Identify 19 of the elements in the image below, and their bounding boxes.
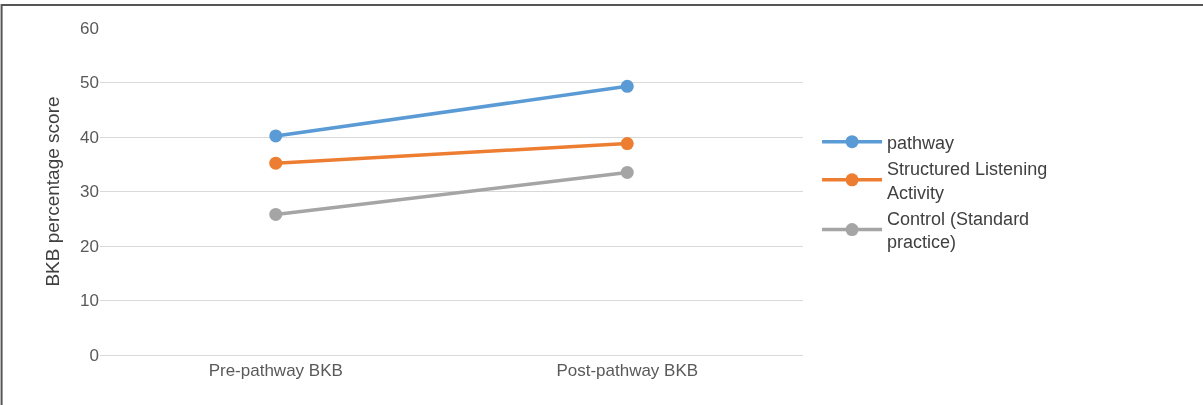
point xyxy=(269,129,283,143)
legend-label: pathway xyxy=(887,132,955,153)
point xyxy=(620,165,634,179)
point xyxy=(620,137,634,151)
x-tick-label: Post-pathway BKB xyxy=(556,361,699,381)
legend-label: Structured Listening Activity xyxy=(887,159,1048,203)
y-tick-label: 10 xyxy=(80,291,99,311)
point xyxy=(620,79,634,93)
y-tick-label: 20 xyxy=(80,236,99,256)
y-tick-label: 0 xyxy=(89,345,99,365)
y-axis-title: BKB percentage score xyxy=(41,96,63,287)
y-tick-label: 50 xyxy=(80,73,99,93)
y-tick-label: 60 xyxy=(80,18,99,38)
legend-label: Control (Standard practice) xyxy=(887,208,1030,253)
x-tick-label: Pre-pathway BKB xyxy=(208,361,343,381)
point xyxy=(269,207,283,221)
point xyxy=(269,156,283,170)
y-tick-label: 40 xyxy=(80,127,99,147)
y-tick-label: 30 xyxy=(80,182,99,202)
